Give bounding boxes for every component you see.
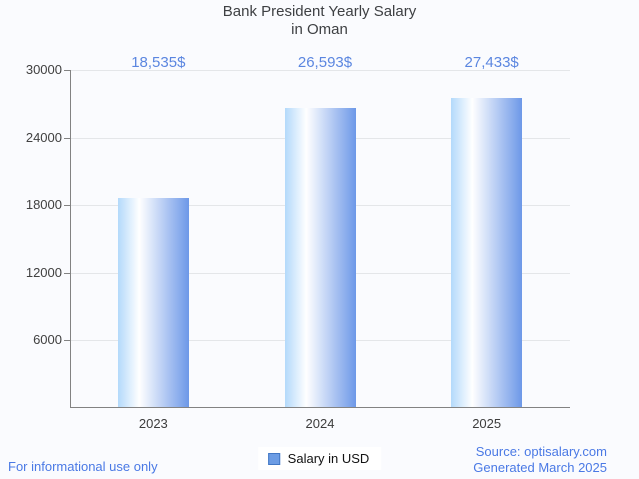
y-axis-label-6000: 6000: [33, 332, 62, 347]
bar-2024[interactable]: [284, 107, 356, 407]
y-axis-label-24000: 24000: [25, 129, 62, 145]
bar-2025[interactable]: [451, 98, 523, 407]
legend-swatch-salary: [267, 452, 280, 465]
value-label-2025: 27,433$: [464, 54, 519, 71]
x-axis-label-2023: 2023: [138, 416, 168, 431]
y-axis-label-18000: 18000: [25, 197, 62, 212]
chart-title-line-1: Bank President Yearly Salary: [222, 3, 417, 20]
y-tick-30000: [64, 70, 70, 71]
y-tick-18000: [64, 205, 70, 206]
legend-label: Salary in USD: [287, 451, 370, 466]
source-block: Source: optisalary.com Generated March 2…: [473, 444, 607, 476]
gridline-30000: [70, 70, 570, 71]
y-tick-6000: [64, 340, 70, 341]
value-label-2023: 18,535$: [131, 54, 186, 71]
chart-title: Bank President Yearly Salary in Oman: [0, 3, 639, 39]
x-axis-label-2024: 2024: [305, 416, 335, 431]
plot-area: [64, 70, 570, 408]
y-axis-label-12000: 12000: [25, 264, 62, 280]
y-axis-line: [70, 70, 71, 408]
y-tick-24000: [64, 137, 70, 139]
x-axis-line: [70, 407, 570, 408]
bar-2023[interactable]: [117, 198, 189, 407]
x-axis-label-2025: 2025: [472, 416, 502, 431]
chart-title-line-2: in Oman: [291, 21, 348, 38]
legend: Salary in USD: [257, 447, 382, 470]
value-label-2024: 26,593$: [297, 54, 353, 71]
y-axis-label-30000: 30000: [25, 62, 62, 77]
y-tick-12000: [64, 272, 70, 274]
source-text: Source: optisalary.com: [475, 444, 607, 459]
disclaimer-text: For informational use only: [8, 459, 158, 474]
generated-text: Generated March 2025: [473, 460, 607, 475]
